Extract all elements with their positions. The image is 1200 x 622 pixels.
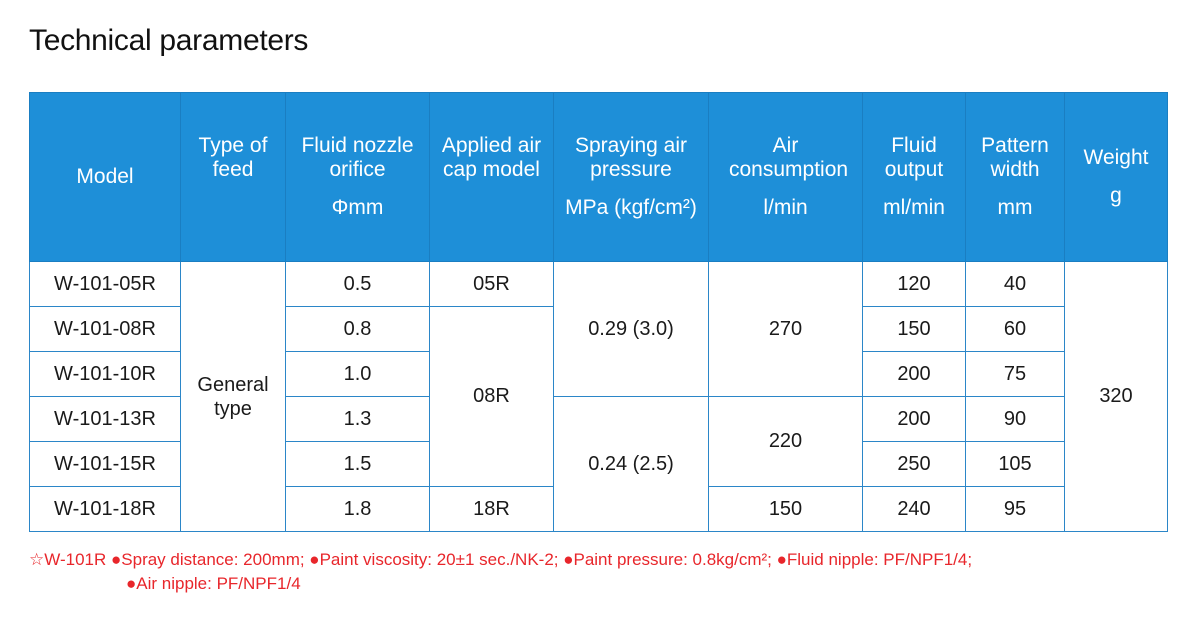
model-cell: W-101-05R: [29, 261, 181, 307]
model-cell: W-101-10R: [29, 351, 181, 397]
header-nozzle: Fluid nozzle orifice Φmm: [285, 92, 430, 262]
fluid-output-cell: 200: [862, 351, 966, 397]
pressure-cell: 0.29 (3.0): [553, 261, 709, 397]
notes-line-1: ☆W-101R ●Spray distance: 200mm; ●Paint v…: [29, 550, 973, 569]
header-pattern-width: Pattern width mm: [965, 92, 1065, 262]
fluid-output-cell: 120: [862, 261, 966, 307]
aircap-cell: 08R: [429, 306, 554, 487]
table-row: W-101-15R 1.5 250 105: [29, 441, 1168, 487]
pattern-width-cell: 95: [965, 486, 1065, 532]
nozzle-cell: 1.0: [285, 351, 430, 397]
fluid-output-cell: 240: [862, 486, 966, 532]
feed-type-cell: General type: [180, 261, 286, 532]
nozzle-cell: 0.8: [285, 306, 430, 352]
pattern-width-cell: 60: [965, 306, 1065, 352]
pattern-width-cell: 105: [965, 441, 1065, 487]
table-row: W-101-18R 1.8 18R 150 240 95: [29, 486, 1168, 532]
nozzle-cell: 1.3: [285, 396, 430, 442]
spec-notes: ☆W-101R ●Spray distance: 200mm; ●Paint v…: [29, 548, 1179, 596]
header-model: Model: [29, 92, 181, 262]
nozzle-cell: 1.8: [285, 486, 430, 532]
fluid-output-cell: 200: [862, 396, 966, 442]
header-row: Model Type of feed Fluid nozzle orifice Φ…: [29, 92, 1168, 262]
notes-line-2: ●Air nipple: PF/NPF1/4: [126, 574, 301, 593]
pressure-cell: 0.24 (2.5): [553, 396, 709, 532]
nozzle-cell: 0.5: [285, 261, 430, 307]
table-row: W-101-05R General type 0.5 05R 0.29 (3.0…: [29, 261, 1168, 532]
header-air-consumption: Air consumption l/min: [708, 92, 863, 262]
air-consumption-cell: 270: [708, 261, 863, 397]
technical-parameters-table: Model Type of feed Fluid nozzle orifice Φ…: [29, 92, 1168, 532]
air-consumption-cell: 220: [708, 396, 863, 487]
aircap-cell: 05R: [429, 261, 554, 307]
table-row: W-101-13R 1.3 0.24 (2.5) 220 200 90: [29, 396, 1168, 532]
fluid-output-cell: 150: [862, 306, 966, 352]
table-row: W-101-10R 1.0 200 75: [29, 351, 1168, 397]
model-cell: W-101-18R: [29, 486, 181, 532]
air-consumption-cell: 150: [708, 486, 863, 532]
header-feed: Type of feed: [180, 92, 286, 262]
header-fluid-output: Fluid output ml/min: [862, 92, 966, 262]
aircap-cell: 18R: [429, 486, 554, 532]
header-weight: Weight g: [1064, 92, 1168, 262]
header-aircap: Applied air cap model: [429, 92, 554, 262]
nozzle-cell: 1.5: [285, 441, 430, 487]
fluid-output-cell: 250: [862, 441, 966, 487]
pattern-width-cell: 75: [965, 351, 1065, 397]
header-pressure: Spraying air pressure MPa (kgf/cm²): [553, 92, 709, 262]
model-cell: W-101-13R: [29, 396, 181, 442]
page-title: Technical parameters: [29, 24, 309, 57]
table-row: W-101-08R 0.8 08R 150 60: [29, 306, 1168, 487]
pattern-width-cell: 90: [965, 396, 1065, 442]
weight-cell: 320: [1064, 261, 1168, 532]
model-cell: W-101-08R: [29, 306, 181, 352]
model-cell: W-101-15R: [29, 441, 181, 487]
pattern-width-cell: 40: [965, 261, 1065, 307]
